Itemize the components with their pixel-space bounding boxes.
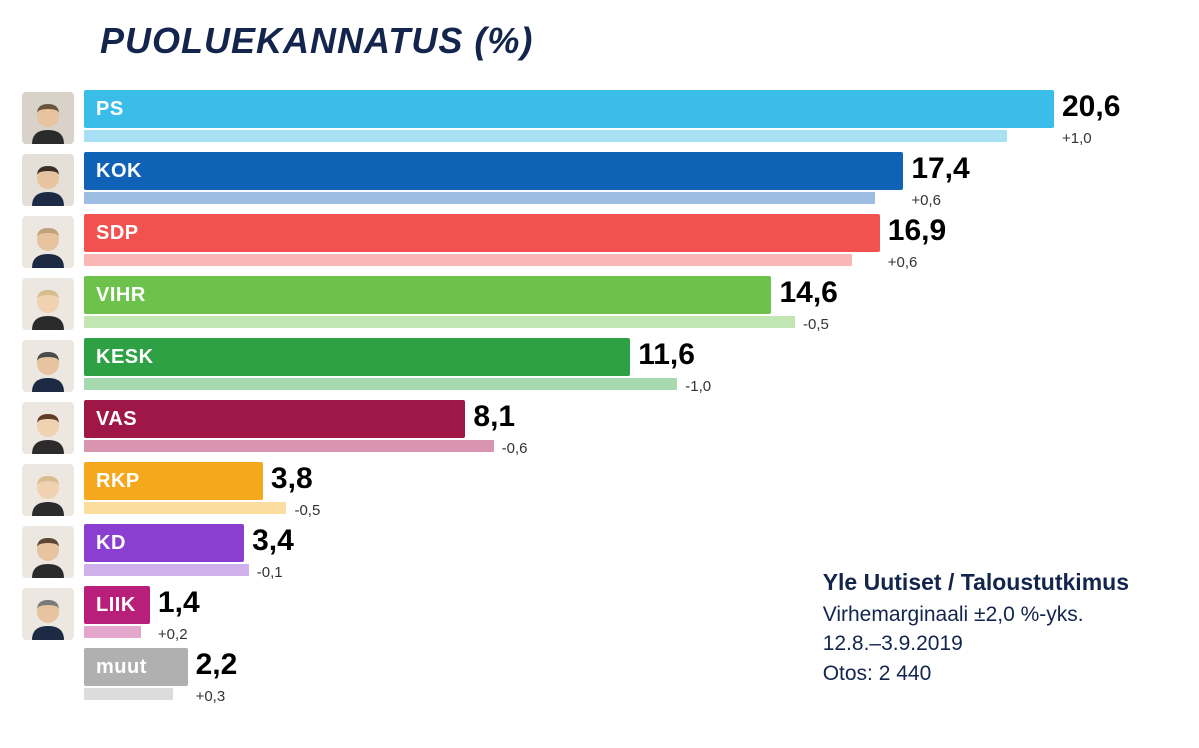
party-leader-avatar: [22, 92, 74, 144]
bar-previous: [84, 378, 677, 390]
bar-wrap: RKP: [84, 462, 286, 514]
bar-row: KESK11,6 -1,0: [22, 338, 1172, 394]
footer-margin: Virhemarginaali ±2,0 %-yks.: [823, 600, 1129, 629]
bar-delta: +0,6: [911, 192, 941, 209]
party-leader-avatar: [22, 340, 74, 392]
bar-previous: [84, 626, 141, 638]
footer-dates: 12.8.–3.9.2019: [823, 629, 1129, 658]
party-leader-avatar: [22, 464, 74, 516]
bar-delta: -1,0: [685, 378, 711, 395]
bar-main: PS: [84, 90, 1054, 128]
bar-delta: +1,0: [1062, 130, 1092, 147]
bar-value: 20,6: [1062, 90, 1120, 124]
bar-main: SDP: [84, 214, 880, 252]
party-leader-avatar: [22, 526, 74, 578]
bar-delta: +0,2: [158, 626, 188, 643]
bar-main: muut: [84, 648, 188, 686]
bar-row: VIHR14,6 -0,5: [22, 276, 1172, 332]
bar-main: LIIK: [84, 586, 150, 624]
bar-previous: [84, 440, 494, 452]
bar-delta: +0,3: [196, 688, 226, 705]
bar-previous: [84, 564, 249, 576]
bar-main: KOK: [84, 152, 903, 190]
party-leader-avatar: [22, 154, 74, 206]
bar-previous: [84, 192, 875, 204]
bar-main: KESK: [84, 338, 630, 376]
bar-previous: [84, 688, 173, 700]
bar-previous: [84, 130, 1007, 142]
bar-row: VAS8,1 -0,6: [22, 400, 1172, 456]
party-leader-avatar: [22, 402, 74, 454]
bar-main: VIHR: [84, 276, 771, 314]
bar-row: SDP16,9 +0,6: [22, 214, 1172, 270]
bar-value: 1,4: [158, 586, 200, 620]
party-leader-avatar: [22, 588, 74, 640]
footer-sample: Otos: 2 440: [823, 659, 1129, 688]
bar-wrap: LIIK: [84, 586, 150, 638]
bar-value: 3,4: [252, 524, 294, 558]
bar-delta: +0,6: [888, 254, 918, 271]
bar-wrap: VIHR: [84, 276, 795, 328]
chart-footer: Yle Uutiset / Taloustutkimus Virhemargin…: [823, 566, 1129, 688]
bar-wrap: SDP: [84, 214, 880, 266]
party-leader-avatar: [22, 216, 74, 268]
bar-wrap: muut: [84, 648, 188, 700]
bar-value: 11,6: [638, 338, 695, 372]
bar-main: RKP: [84, 462, 263, 500]
bar-delta: -0,5: [294, 502, 320, 519]
bar-previous: [84, 316, 795, 328]
bar-row: RKP3,8 -0,5: [22, 462, 1172, 518]
bar-main: KD: [84, 524, 244, 562]
bar-wrap: PS: [84, 90, 1054, 142]
bar-value: 8,1: [473, 400, 515, 434]
bar-row: PS20,6 +1,0: [22, 90, 1172, 146]
bar-value: 16,9: [888, 214, 946, 248]
footer-source: Yle Uutiset / Taloustutkimus: [823, 566, 1129, 598]
party-leader-avatar: [22, 278, 74, 330]
bar-delta: -0,6: [502, 440, 528, 457]
bar-wrap: KD: [84, 524, 249, 576]
bar-value: 3,8: [271, 462, 313, 496]
bar-previous: [84, 254, 852, 266]
bar-value: 2,2: [196, 648, 238, 682]
bar-wrap: VAS: [84, 400, 494, 452]
bar-delta: -0,5: [803, 316, 829, 333]
bar-row: KOK17,4 +0,6: [22, 152, 1172, 208]
bar-value: 14,6: [779, 276, 837, 310]
bar-delta: -0,1: [257, 564, 283, 581]
bar-main: VAS: [84, 400, 465, 438]
chart-title: PUOLUEKANNATUS (%): [100, 20, 533, 62]
bar-wrap: KESK: [84, 338, 677, 390]
bar-value: 17,4: [911, 152, 969, 186]
bar-wrap: KOK: [84, 152, 903, 204]
bar-previous: [84, 502, 286, 514]
